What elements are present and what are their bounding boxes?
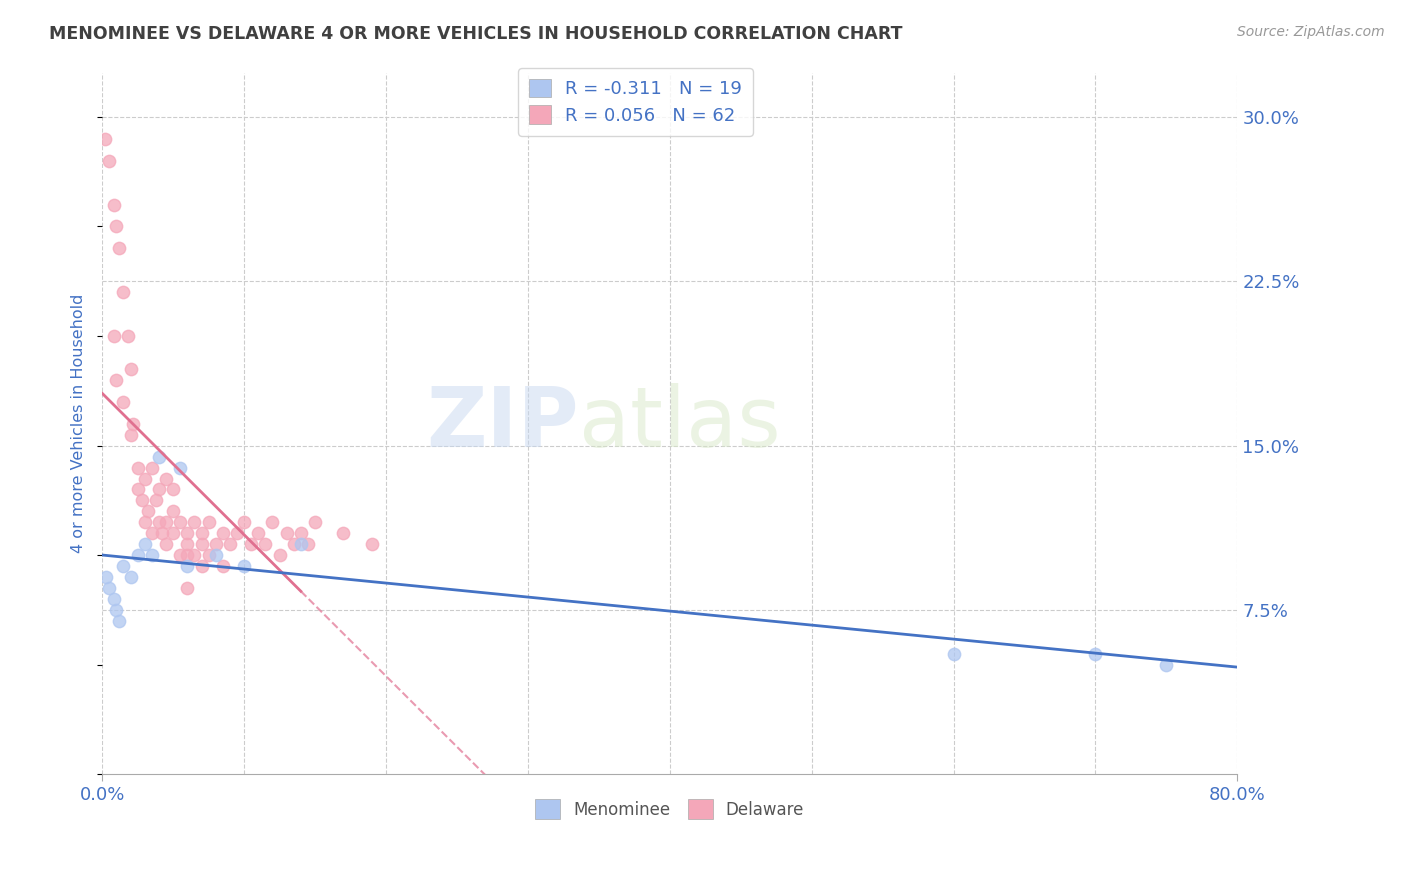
Point xyxy=(117,329,139,343)
Point xyxy=(211,526,233,541)
Point xyxy=(297,537,319,551)
Point xyxy=(105,219,128,234)
Y-axis label: 4 or more Vehicles in Household: 4 or more Vehicles in Household xyxy=(72,294,86,553)
Point xyxy=(332,526,354,541)
Point xyxy=(240,537,263,551)
Point xyxy=(120,427,142,442)
Point xyxy=(134,471,156,485)
Point xyxy=(204,548,226,562)
Text: atlas: atlas xyxy=(579,384,780,464)
Point xyxy=(162,504,184,518)
Point xyxy=(1156,657,1178,672)
Point xyxy=(112,559,135,574)
Point xyxy=(290,526,312,541)
Point xyxy=(262,516,284,530)
Point xyxy=(169,548,191,562)
Point xyxy=(176,559,198,574)
Point xyxy=(283,537,305,551)
Point xyxy=(141,460,163,475)
Point xyxy=(162,483,184,497)
Point xyxy=(247,526,270,541)
Legend: Menominee, Delaware: Menominee, Delaware xyxy=(526,789,814,830)
Point xyxy=(290,537,312,551)
Point xyxy=(190,526,212,541)
Point xyxy=(108,241,131,255)
Point xyxy=(148,450,170,464)
Point xyxy=(176,537,198,551)
Point xyxy=(183,548,205,562)
Point xyxy=(233,559,256,574)
Point xyxy=(176,581,198,595)
Point xyxy=(141,548,163,562)
Point xyxy=(131,493,153,508)
Point xyxy=(197,516,219,530)
Point xyxy=(219,537,242,551)
Point xyxy=(226,526,249,541)
Point xyxy=(122,417,145,431)
Point xyxy=(134,516,156,530)
Text: MENOMINEE VS DELAWARE 4 OR MORE VEHICLES IN HOUSEHOLD CORRELATION CHART: MENOMINEE VS DELAWARE 4 OR MORE VEHICLES… xyxy=(49,25,903,43)
Text: ZIP: ZIP xyxy=(426,384,579,464)
Point xyxy=(169,460,191,475)
Text: Source: ZipAtlas.com: Source: ZipAtlas.com xyxy=(1237,25,1385,39)
Point xyxy=(112,394,135,409)
Point xyxy=(148,483,170,497)
Point xyxy=(98,581,121,595)
Point xyxy=(197,548,219,562)
Point xyxy=(96,570,118,584)
Point xyxy=(233,516,256,530)
Point xyxy=(155,471,177,485)
Point xyxy=(127,548,149,562)
Point xyxy=(211,559,233,574)
Point xyxy=(148,516,170,530)
Point xyxy=(103,329,125,343)
Point xyxy=(127,460,149,475)
Point xyxy=(150,526,173,541)
Point xyxy=(136,504,159,518)
Point xyxy=(120,570,142,584)
Point xyxy=(103,197,125,211)
Point xyxy=(94,132,117,146)
Point xyxy=(120,362,142,376)
Point xyxy=(145,493,167,508)
Point xyxy=(134,537,156,551)
Point xyxy=(169,516,191,530)
Point xyxy=(108,614,131,628)
Point xyxy=(155,516,177,530)
Point xyxy=(204,537,226,551)
Point xyxy=(105,603,128,617)
Point xyxy=(176,548,198,562)
Point xyxy=(254,537,277,551)
Point xyxy=(105,373,128,387)
Point xyxy=(269,548,291,562)
Point xyxy=(103,592,125,607)
Point xyxy=(190,559,212,574)
Point xyxy=(190,537,212,551)
Point xyxy=(304,516,326,530)
Point xyxy=(141,526,163,541)
Point xyxy=(942,647,965,661)
Point xyxy=(183,516,205,530)
Point xyxy=(112,285,135,300)
Point xyxy=(276,526,298,541)
Point xyxy=(98,153,121,168)
Point xyxy=(155,537,177,551)
Point xyxy=(162,526,184,541)
Point xyxy=(1084,647,1107,661)
Point xyxy=(176,526,198,541)
Point xyxy=(127,483,149,497)
Point xyxy=(360,537,382,551)
